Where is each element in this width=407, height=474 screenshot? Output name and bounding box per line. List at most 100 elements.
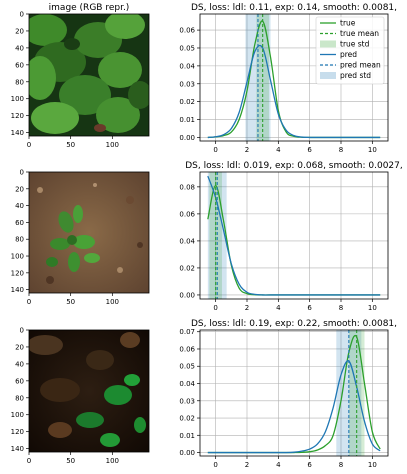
x-tick-label: 10 — [368, 146, 377, 154]
image-y-tick-label: 80 — [15, 394, 24, 402]
image-y-tick-label: 20 — [15, 185, 24, 193]
image-panel-2: 0 50 100 0 20 40 60 80 100 120 140 — [11, 169, 150, 306]
x-tick-label: 10 — [368, 461, 377, 469]
image-y-tick-label: 40 — [15, 360, 24, 368]
image-y-tick-label: 20 — [15, 27, 24, 35]
x-tick-label: 4 — [276, 461, 281, 469]
image-y-tick-label: 60 — [15, 377, 24, 385]
image-x-tick-label: 100 — [106, 141, 119, 149]
y-tick-label: 0.02 — [179, 264, 195, 272]
image-y-tick-label: 140 — [11, 445, 24, 453]
legend-label: true std — [340, 40, 370, 49]
legend-label: true — [340, 19, 356, 28]
x-tick-label: 6 — [307, 304, 312, 312]
y-tick-label: 0.06 — [179, 210, 195, 218]
x-tick-label: 4 — [276, 146, 281, 154]
y-tick-label: 0.02 — [179, 98, 195, 106]
legend-label: true mean — [340, 29, 379, 38]
chart-title: DS, loss: ldl: 0.019, exp: 0.068, smooth… — [185, 161, 402, 171]
y-tick-label: 0.00 — [179, 291, 195, 299]
pred-series-line — [207, 360, 381, 454]
image-y-tick-label: 120 — [11, 112, 24, 120]
legend-swatch — [320, 72, 336, 79]
y-tick-label: 0.04 — [179, 62, 195, 70]
y-tick-label: 0.05 — [179, 44, 195, 52]
dark-soil-photo — [29, 330, 149, 452]
true-std-band — [209, 172, 222, 299]
image-y-tick-label: 0 — [20, 11, 24, 19]
x-tick-label: 0 — [213, 146, 217, 154]
y-tick-label: 0.04 — [179, 237, 195, 245]
x-tick-label: 10 — [368, 304, 377, 312]
pred-std-band — [207, 172, 227, 299]
x-tick-label: 6 — [307, 146, 312, 154]
pred-series-line — [207, 175, 381, 296]
plot-frame — [199, 171, 389, 300]
x-tick-label: 0 — [213, 304, 217, 312]
image-y-tick-label: 40 — [15, 44, 24, 52]
image-y-tick-label: 80 — [15, 236, 24, 244]
image-x-tick-label: 0 — [27, 141, 31, 149]
x-tick-label: 8 — [339, 461, 343, 469]
legend-label: pred std — [340, 71, 371, 80]
x-tick-label: 4 — [276, 304, 281, 312]
chart-title: DS, loss: ldl: 0.19, exp: 0.22, smooth: … — [191, 319, 397, 329]
image-y-tick-label: 80 — [15, 78, 24, 86]
distribution-chart-3: DS, loss: ldl: 0.19, exp: 0.22, smooth: … — [179, 319, 397, 469]
image-y-tick-label: 100 — [11, 411, 24, 419]
image-panel-1: image (RGB repr.) 0 50 100 0 20 40 60 80 100 120 1… — [11, 3, 150, 149]
image-y-tick-label: 140 — [11, 129, 24, 137]
image-x-tick-label: 50 — [66, 457, 75, 465]
x-tick-label: 8 — [339, 304, 343, 312]
y-tick-label: 0.01 — [179, 116, 195, 124]
y-tick-label: 0.03 — [179, 397, 195, 405]
image-panel-3: 0 50 100 0 20 40 60 80 100 120 140 — [11, 327, 150, 465]
chart-title: DS, loss: ldl: 0.11, exp: 0.14, smooth: … — [191, 3, 397, 13]
image-title-1: image (RGB repr.) — [49, 3, 130, 13]
y-tick-label: 0.04 — [179, 380, 195, 388]
image-y-tick-label: 100 — [11, 253, 24, 261]
x-tick-label: 6 — [307, 461, 312, 469]
legend-label: pred mean — [340, 61, 381, 70]
x-tick-label: 2 — [245, 146, 249, 154]
y-tick-label: 0.06 — [179, 27, 195, 35]
image-y-tick-label: 0 — [20, 327, 24, 335]
true-series-line — [207, 184, 381, 296]
y-tick-label: 0.00 — [179, 134, 195, 142]
y-tick-label: 0.05 — [179, 363, 195, 371]
image-y-tick-label: 140 — [11, 286, 24, 294]
legend-label: pred — [340, 50, 357, 59]
y-tick-label: 0.00 — [179, 449, 195, 457]
y-tick-label: 0.03 — [179, 80, 195, 88]
x-tick-label: 2 — [245, 461, 249, 469]
y-tick-label: 0.02 — [179, 415, 195, 423]
x-tick-label: 2 — [245, 304, 249, 312]
image-y-tick-label: 60 — [15, 61, 24, 69]
image-x-tick-label: 0 — [27, 457, 31, 465]
image-y-tick-label: 40 — [15, 202, 24, 210]
image-x-tick-label: 100 — [106, 457, 119, 465]
x-tick-label: 8 — [339, 146, 343, 154]
plot-frame — [199, 13, 389, 142]
distribution-chart-2: DS, loss: ldl: 0.019, exp: 0.068, smooth… — [179, 161, 402, 312]
plot-frame — [199, 329, 389, 457]
image-y-tick-label: 120 — [11, 269, 24, 277]
y-tick-label: 0.06 — [179, 345, 195, 353]
image-y-tick-label: 60 — [15, 219, 24, 227]
image-x-tick-label: 0 — [27, 298, 31, 306]
image-y-tick-label: 0 — [20, 169, 24, 177]
leaf-photo-1 — [29, 14, 149, 136]
seedling-photo — [29, 172, 149, 293]
y-tick-label: 0.01 — [179, 432, 195, 440]
image-y-tick-label: 100 — [11, 95, 24, 103]
pred-series-line — [207, 44, 381, 139]
image-y-tick-label: 120 — [11, 428, 24, 436]
x-tick-label: 0 — [213, 461, 217, 469]
image-y-tick-label: 20 — [15, 343, 24, 351]
y-tick-label: 0.08 — [179, 183, 195, 191]
y-tick-label: 0.07 — [179, 328, 195, 336]
legend-swatch — [320, 40, 336, 48]
distribution-chart-1: DS, loss: ldl: 0.11, exp: 0.14, smooth: … — [179, 3, 397, 154]
